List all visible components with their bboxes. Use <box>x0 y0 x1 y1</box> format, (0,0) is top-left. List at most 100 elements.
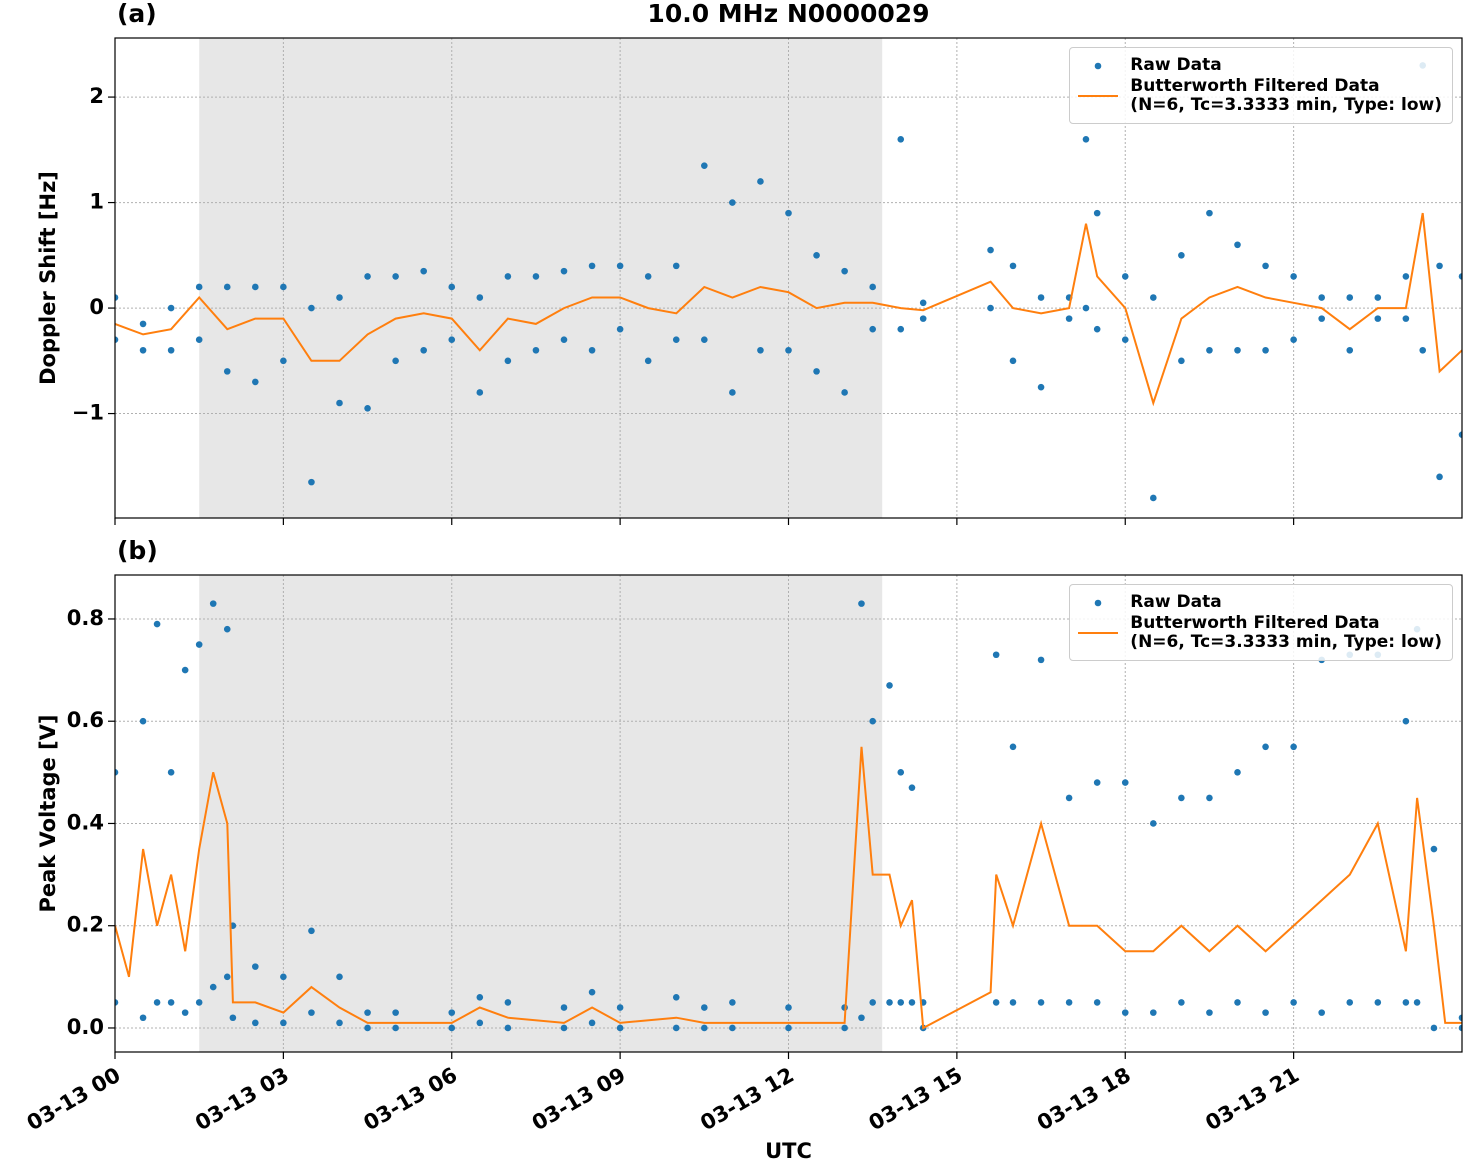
x-tick-label: 03-13 09 <box>528 1063 630 1136</box>
legend: Raw Data Butterworth Filtered Data (N=6, … <box>1069 47 1453 124</box>
plot-area <box>115 600 1462 1032</box>
raw-point <box>167 999 175 1006</box>
raw-point <box>992 999 1000 1006</box>
raw-point <box>729 1024 736 1032</box>
raw-point <box>1402 999 1410 1006</box>
raw-point <box>1093 779 1101 786</box>
raw-point <box>280 1019 287 1027</box>
raw-point <box>1121 273 1129 280</box>
raw-point <box>1206 346 1213 354</box>
raw-point <box>1178 999 1185 1006</box>
raw-point <box>560 1024 568 1032</box>
raw-point <box>1009 999 1017 1006</box>
raw-point <box>616 1024 624 1032</box>
raw-point <box>1150 1009 1157 1016</box>
raw-point <box>908 784 916 791</box>
raw-point <box>908 999 916 1006</box>
raw-point <box>1290 336 1297 344</box>
raw-point <box>181 1009 189 1016</box>
raw-point <box>1436 473 1443 481</box>
x-tick-label: 03-13 12 <box>696 1063 798 1136</box>
raw-point <box>153 999 161 1006</box>
legend-entry: Butterworth Filtered Data (N=6, Tc=3.333… <box>1078 614 1442 652</box>
raw-point <box>280 357 287 365</box>
raw-point <box>841 1024 848 1032</box>
raw-point <box>1178 252 1185 259</box>
filtered-line <box>115 746 1462 1030</box>
raw-point <box>1458 1024 1462 1032</box>
raw-point <box>1009 743 1017 751</box>
raw-point <box>1234 769 1241 776</box>
y-tick-label: 0.2 <box>67 913 104 937</box>
raw-point <box>1374 294 1382 301</box>
raw-point <box>1318 294 1325 301</box>
raw-point <box>987 246 994 254</box>
raw-point <box>897 325 905 333</box>
raw-point <box>420 267 427 275</box>
raw-point <box>532 273 540 280</box>
raw-point <box>1262 1009 1269 1016</box>
raw-point <box>897 999 905 1006</box>
raw-point <box>209 600 217 607</box>
raw-point <box>869 283 876 291</box>
raw-point <box>336 294 343 301</box>
raw-point <box>1234 346 1241 354</box>
y-axis-label: Peak Voltage [V] <box>36 714 60 912</box>
legend-entry: Butterworth Filtered Data (N=6, Tc=3.333… <box>1078 77 1442 115</box>
raw-point <box>785 346 792 354</box>
y-tick-label: 0.4 <box>67 810 104 834</box>
raw-point <box>560 1004 568 1011</box>
raw-point <box>308 927 315 935</box>
legend-marker <box>1094 62 1102 69</box>
raw-point <box>392 1009 399 1016</box>
raw-point <box>139 717 147 725</box>
raw-point <box>420 346 427 354</box>
raw-point <box>1206 1009 1213 1016</box>
raw-point <box>785 209 792 217</box>
raw-point <box>616 325 624 333</box>
raw-point <box>1178 357 1185 365</box>
raw-point <box>504 357 512 365</box>
legend-entry: Raw Data <box>1078 593 1442 612</box>
raw-point <box>987 304 994 312</box>
y-tick-label: 0.8 <box>67 606 104 630</box>
raw-point <box>1150 494 1157 502</box>
raw-point <box>1065 999 1073 1006</box>
raw-point <box>1037 383 1045 391</box>
raw-point <box>139 320 147 328</box>
legend-label: Raw Data <box>1130 592 1222 612</box>
raw-point <box>252 283 259 291</box>
x-tick-label: 03-13 21 <box>1201 1063 1303 1136</box>
raw-point <box>336 399 343 407</box>
x-tick-label: 03-13 06 <box>359 1063 461 1136</box>
raw-point <box>139 1014 147 1022</box>
raw-point <box>308 478 315 486</box>
raw-point <box>813 252 820 259</box>
y-axis-label: Doppler Shift [Hz] <box>36 171 60 385</box>
raw-point <box>195 641 203 648</box>
raw-point <box>1037 294 1045 301</box>
raw-point <box>364 1009 371 1016</box>
x-tick-label: 03-13 15 <box>865 1063 967 1136</box>
raw-point <box>1419 346 1427 354</box>
legend: Raw Data Butterworth Filtered Data (N=6, … <box>1069 584 1453 661</box>
raw-point <box>167 769 175 776</box>
raw-point <box>841 389 848 396</box>
raw-point <box>644 357 652 365</box>
legend-swatch <box>1078 632 1119 634</box>
raw-point <box>1093 209 1101 217</box>
raw-point <box>1065 794 1073 802</box>
raw-point <box>1262 262 1269 270</box>
raw-point <box>1093 999 1101 1006</box>
raw-point <box>897 769 905 776</box>
raw-point <box>1037 656 1045 664</box>
raw-point <box>392 357 399 365</box>
raw-point <box>153 620 161 628</box>
raw-point <box>869 325 876 333</box>
raw-point <box>869 999 876 1006</box>
y-tick-label: 0.6 <box>67 708 104 732</box>
raw-point <box>1121 779 1129 786</box>
raw-point <box>476 389 484 396</box>
raw-point <box>1402 717 1410 725</box>
